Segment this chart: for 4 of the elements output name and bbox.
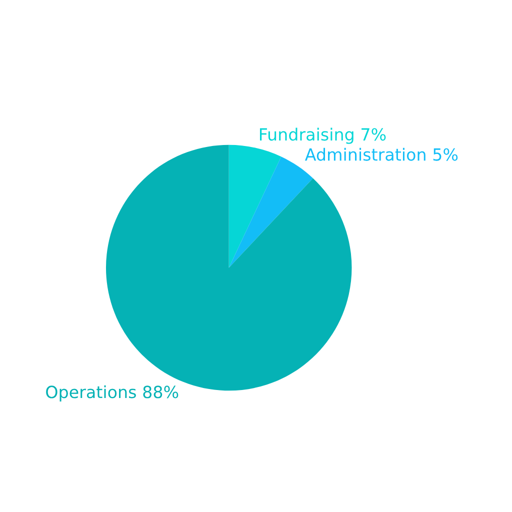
- slice-label: Fundraising 7%: [260, 128, 386, 144]
- pie-slice: [228, 144, 282, 268]
- slice-label: Operations 88%: [46, 385, 178, 402]
- slice-label: Administration 5%: [304, 148, 458, 161]
